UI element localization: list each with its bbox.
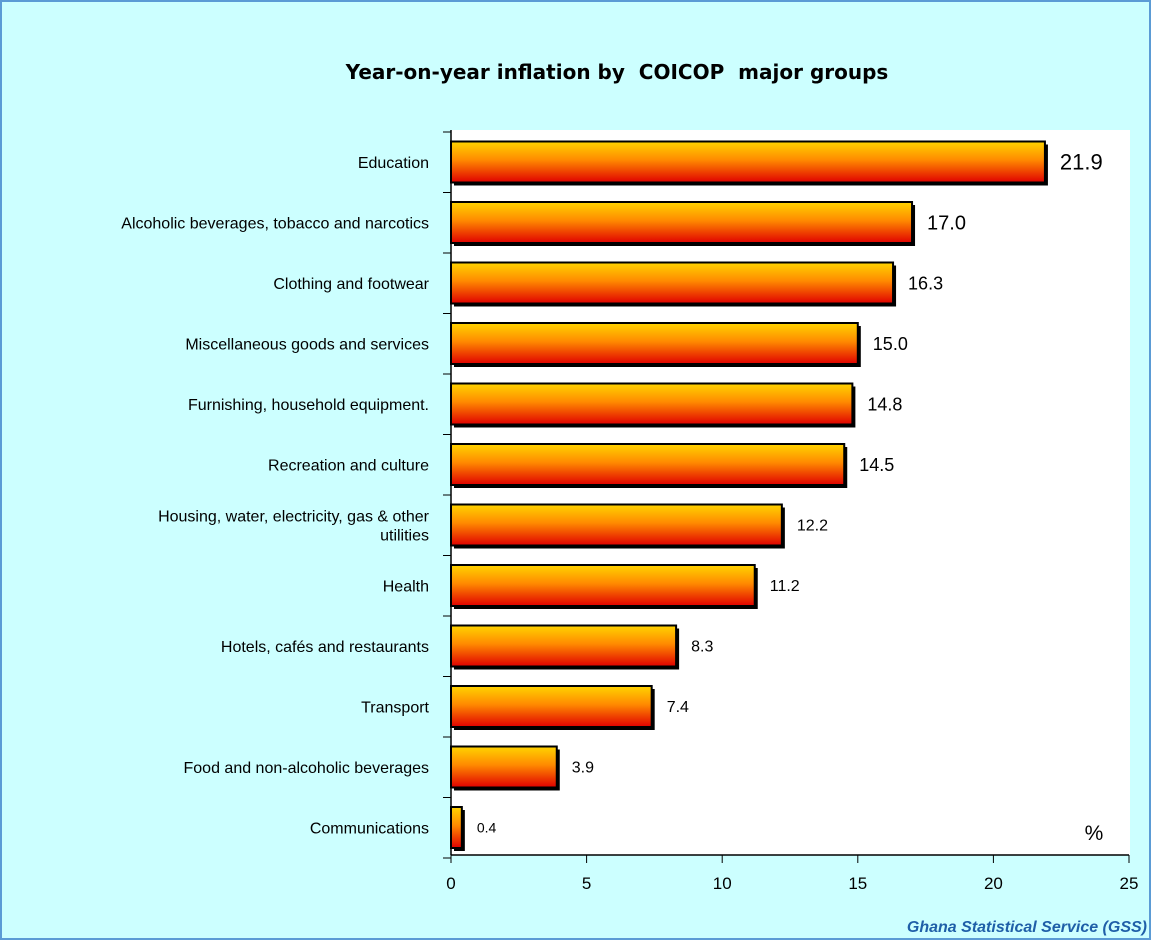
data-label: 14.5 — [859, 455, 894, 475]
data-label: 11.2 — [770, 578, 800, 595]
bar — [450, 140, 1046, 184]
data-label: 17.0 — [927, 213, 966, 235]
bar — [450, 261, 895, 305]
bar — [450, 201, 914, 244]
source-credit: Ghana Statistical Service (GSS) — [906, 919, 1147, 936]
bar — [450, 564, 756, 607]
x-tick-label: 20 — [984, 874, 1003, 893]
x-tick-label: 15 — [848, 874, 867, 893]
category-label: Education — [358, 155, 429, 172]
bar — [450, 685, 653, 728]
data-label: 12.2 — [797, 518, 828, 535]
x-tick-label: 10 — [713, 874, 732, 893]
data-label: 15.0 — [873, 334, 908, 354]
category-label: Alcoholic beverages, tobacco and narcoti… — [121, 216, 429, 233]
plot-area — [451, 130, 1130, 855]
bar — [450, 322, 859, 365]
bar — [450, 624, 678, 668]
x-tick-label: 5 — [582, 874, 591, 893]
category-label: Food and non-alcoholic beverages — [184, 760, 430, 777]
category-label: Recreation and culture — [268, 458, 429, 475]
category-label: Communications — [310, 821, 429, 838]
data-label: 7.4 — [667, 699, 689, 716]
x-tick-label: 25 — [1120, 874, 1139, 893]
category-label: Health — [383, 579, 429, 596]
category-label: Transport — [361, 700, 429, 717]
unit-label: % — [1085, 822, 1104, 845]
bar — [450, 503, 783, 547]
data-label: 0.4 — [477, 819, 497, 835]
bar — [450, 806, 463, 849]
data-label: 3.9 — [572, 760, 594, 777]
category-label: Furnishing, household equipment. — [188, 397, 429, 414]
category-label: Miscellaneous goods and services — [185, 337, 429, 354]
bar — [450, 382, 854, 426]
bar — [450, 745, 558, 789]
x-tick-label: 0 — [446, 874, 455, 893]
data-label: 8.3 — [691, 639, 713, 656]
chart-title: Year-on-year inflation by COICOP major g… — [345, 60, 889, 84]
category-label: Hotels, cafés and restaurants — [221, 639, 429, 656]
data-label: 14.8 — [867, 394, 902, 414]
data-label: 21.9 — [1060, 150, 1103, 175]
data-label: 16.3 — [908, 273, 943, 293]
category-label: Clothing and footwear — [273, 276, 429, 293]
bar — [450, 443, 846, 486]
category-label: Housing, water, electricity, gas & other… — [158, 509, 430, 545]
